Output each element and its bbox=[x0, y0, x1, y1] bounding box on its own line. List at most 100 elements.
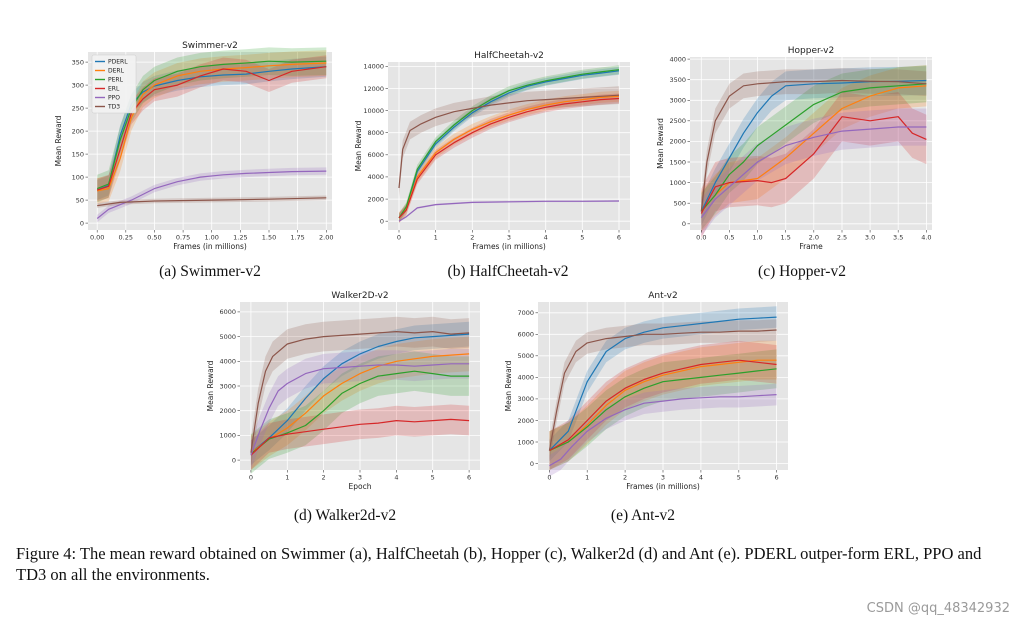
y-tick-label: 1000 bbox=[517, 438, 534, 446]
chart-svg-ant: 0 1 2 3 4 5 6 0 1000 2000 3000 4000 5000 6000 7000 Ant-… bbox=[504, 291, 788, 491]
subcaption-d: (d) Walker2d-v2 bbox=[293, 507, 397, 524]
band-pderl bbox=[97, 56, 327, 201]
confidence-bands bbox=[250, 316, 470, 474]
y-tick-label: 12000 bbox=[363, 85, 384, 93]
chart-svg-hopper: 0.0 0.5 1.0 1.5 2.0 2.5 3.0 3.5 4.0 0 500 1000 1500 2… bbox=[656, 46, 932, 251]
y-tick-label: 1000 bbox=[219, 432, 236, 440]
tick-labels: 0 1 2 3 4 5 6 0 1000 2000 3000 4000 5000 6000 bbox=[219, 308, 471, 481]
chart-title: Ant-v2 bbox=[648, 291, 677, 301]
band-derl bbox=[250, 336, 470, 470]
band-td3 bbox=[701, 68, 927, 224]
chart-svg-swimmer: 0.00 0.25 0.50 0.75 1.00 1.25 1.50 1.75 2.00 0 50 1… bbox=[54, 41, 334, 251]
x-tick-label: 0.00 bbox=[90, 234, 104, 242]
x-tick-label: 0 bbox=[249, 474, 253, 482]
legend-label-pderl: PDERL bbox=[108, 59, 128, 66]
x-tick-label: 2.5 bbox=[837, 234, 847, 242]
y-tick-label: 6000 bbox=[219, 308, 236, 316]
gridlines bbox=[538, 302, 788, 470]
series-line-perl bbox=[250, 370, 470, 455]
y-axis-label: Mean Reward bbox=[656, 118, 665, 169]
tick-labels: 0 1 2 3 4 5 6 0 2000 4000 6000 8000 10000 12000 14000 bbox=[363, 63, 621, 242]
legend-label-td3: TD3 bbox=[107, 104, 120, 111]
x-tick-label: 4 bbox=[544, 234, 548, 242]
y-tick-label: 0 bbox=[380, 218, 384, 226]
x-tick-label: 1.25 bbox=[233, 234, 247, 242]
x-axis-label: Epoch bbox=[349, 482, 372, 491]
y-tick-label: 6000 bbox=[517, 331, 534, 339]
tick-labels: 0.00 0.25 0.50 0.75 1.00 1.25 1.50 1.75 2.00 0 50 1… bbox=[72, 58, 334, 241]
y-tick-label: 4000 bbox=[219, 358, 236, 366]
series-line-ppo bbox=[549, 394, 777, 467]
x-tick-label: 0 bbox=[397, 234, 401, 242]
x-tick-label: 0.25 bbox=[119, 234, 133, 242]
series-lines bbox=[548, 316, 777, 467]
y-axis-label: Mean Reward bbox=[206, 360, 215, 411]
series-line-derl bbox=[97, 62, 327, 192]
series-line-ppo bbox=[398, 200, 620, 222]
series-lines bbox=[96, 60, 327, 219]
series-line-pderl bbox=[250, 333, 470, 454]
y-tick-label: 250 bbox=[72, 104, 84, 112]
chart-panel-walker2d: 0 1 2 3 4 5 6 0 1000 2000 3000 4000 5000 6000 Walker2D… bbox=[198, 290, 488, 495]
x-tick-label: 0.75 bbox=[176, 234, 190, 242]
legend-label-ppo: PPO bbox=[108, 95, 120, 102]
band-perl bbox=[250, 351, 470, 474]
series-line-derl bbox=[398, 95, 620, 219]
y-tick-label: 50 bbox=[76, 196, 84, 204]
x-tick-label: 1.75 bbox=[290, 234, 304, 242]
band-td3 bbox=[399, 86, 619, 197]
y-tick-label: 3000 bbox=[669, 97, 686, 105]
series-line-erl bbox=[700, 116, 927, 214]
x-axis-label: Frames (in millions) bbox=[472, 242, 546, 251]
x-tick-label: 3 bbox=[661, 474, 665, 482]
band-ppo bbox=[250, 348, 470, 470]
x-tick-label: 1.0 bbox=[752, 234, 762, 242]
x-tick-label: 2 bbox=[322, 474, 326, 482]
legend-label-erl: ERL bbox=[108, 86, 120, 93]
x-axis-label: Frame bbox=[799, 242, 823, 251]
x-tick-label: 4 bbox=[394, 474, 398, 482]
y-tick-label: 8000 bbox=[367, 129, 384, 137]
series-line-pderl bbox=[96, 66, 327, 191]
band-perl bbox=[549, 349, 777, 470]
series-line-td3 bbox=[700, 79, 927, 212]
x-tick-label: 3 bbox=[358, 474, 362, 482]
y-axis-label: Mean Reward bbox=[54, 115, 63, 166]
x-tick-label: 0.50 bbox=[147, 234, 161, 242]
band-erl bbox=[399, 93, 619, 223]
band-pderl bbox=[549, 306, 777, 462]
x-tick-label: 2.00 bbox=[319, 234, 333, 242]
subcaption-a: (a) Swimmer-v2 bbox=[159, 263, 261, 280]
y-tick-label: 3000 bbox=[517, 395, 534, 403]
series-lines bbox=[398, 69, 620, 222]
subcaption-b: (b) HalfCheetah-v2 bbox=[447, 263, 569, 280]
gridlines bbox=[690, 57, 932, 230]
series-line-td3 bbox=[97, 197, 327, 207]
x-tick-label: 3.0 bbox=[865, 234, 875, 242]
x-tick-label: 2 bbox=[470, 234, 474, 242]
series-lines bbox=[700, 79, 927, 218]
band-derl bbox=[97, 50, 327, 204]
x-tick-label: 5 bbox=[737, 474, 741, 482]
y-tick-label: 0 bbox=[530, 460, 534, 468]
legend-label-derl: DERL bbox=[108, 68, 125, 75]
band-derl bbox=[549, 340, 777, 470]
x-tick-label: 2 bbox=[623, 474, 627, 482]
series-line-erl bbox=[398, 97, 620, 219]
series-lines bbox=[250, 330, 470, 456]
series-line-perl bbox=[398, 69, 620, 219]
y-axis-label: Mean Reward bbox=[504, 360, 513, 411]
x-tick-label: 4 bbox=[699, 474, 703, 482]
y-tick-label: 3500 bbox=[669, 76, 686, 84]
y-tick-label: 5000 bbox=[219, 333, 236, 341]
y-tick-label: 2500 bbox=[669, 117, 686, 125]
series-line-td3 bbox=[548, 329, 777, 451]
chart-title: Swimmer-v2 bbox=[182, 41, 238, 51]
x-axis-label: Frames (in millions) bbox=[173, 242, 247, 251]
x-tick-label: 1 bbox=[585, 474, 589, 482]
x-tick-label: 6 bbox=[775, 474, 779, 482]
x-tick-label: 1 bbox=[285, 474, 289, 482]
subcaption-c: (c) Hopper-v2 bbox=[758, 263, 846, 280]
y-axis-label: Mean Reward bbox=[354, 120, 363, 171]
series-line-derl bbox=[549, 359, 777, 452]
